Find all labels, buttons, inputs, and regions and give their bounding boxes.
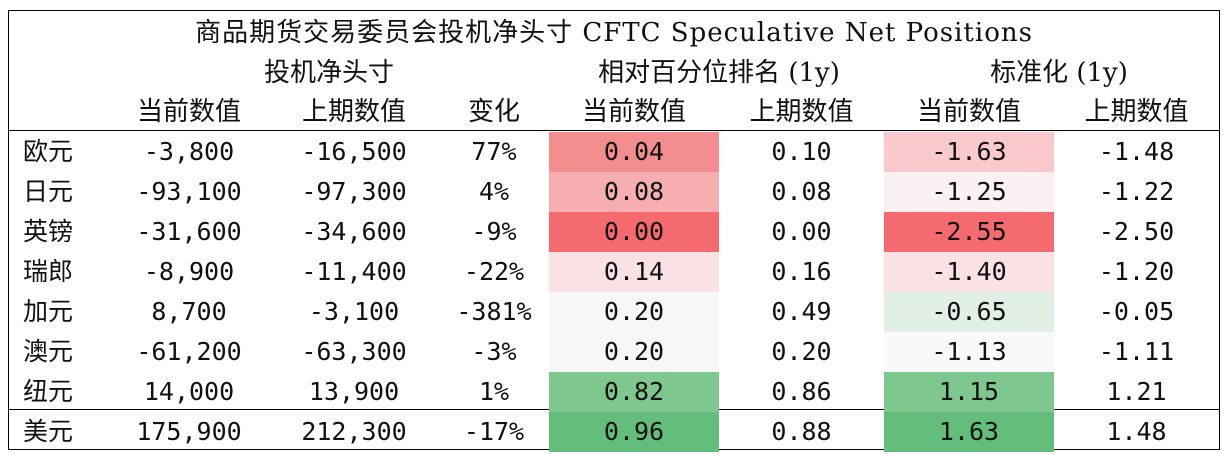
net-change-cell: -17% <box>463 417 525 446</box>
net-change-cell: 1% <box>478 377 510 406</box>
net-previous-cell: -16,500 <box>301 137 407 166</box>
row-label: 日元 <box>23 177 74 206</box>
net-previous-cell: -63,300 <box>301 337 407 366</box>
pct-current-cell: 0.14 <box>549 252 719 292</box>
row-label: 欧元 <box>23 137 74 166</box>
std-previous-cell: -1.48 <box>1098 137 1175 166</box>
table-row: 日元 -93,100 -97,300 4% 0.08 0.08 -1.25 -1.22 <box>9 172 1219 212</box>
pct-previous-cell: 0.10 <box>771 137 832 166</box>
std-previous-cell: -1.22 <box>1098 177 1175 206</box>
net-current-cell: 175,900 <box>136 417 242 446</box>
net-previous-cell: 212,300 <box>301 417 407 446</box>
pct-previous-cell: 0.88 <box>771 417 832 446</box>
std-previous-cell: 1.48 <box>1106 417 1167 446</box>
pct-current-cell: 0.82 <box>549 372 719 412</box>
std-current-cell: -1.40 <box>884 252 1054 292</box>
pct-current-cell: 0.08 <box>549 172 719 212</box>
net-previous-cell: -11,400 <box>301 257 407 286</box>
net-current-cell: -3,800 <box>143 137 235 166</box>
pct-current-cell: 0.20 <box>549 332 719 372</box>
net-current-cell: -31,600 <box>136 217 242 246</box>
header-std-previous: 上期数值 <box>1084 97 1189 127</box>
header-std-current: 当前数值 <box>916 97 1021 127</box>
table-row: 欧元 -3,800 -16,500 77% 0.04 0.10 -1.63 -1.48 <box>9 132 1219 172</box>
table-row: 加元 8,700 -3,100 -381% 0.20 0.49 -0.65 -0.05 <box>9 292 1219 332</box>
net-current-cell: -93,100 <box>136 177 242 206</box>
net-previous-cell: -3,100 <box>308 297 400 326</box>
net-change-cell: -9% <box>471 217 517 246</box>
header-rule <box>9 130 1219 131</box>
pct-previous-cell: 0.00 <box>771 217 832 246</box>
row-label: 加元 <box>23 297 74 326</box>
std-previous-cell: 1.21 <box>1106 377 1167 406</box>
std-previous-cell: -2.50 <box>1098 217 1175 246</box>
pct-current-cell: 0.04 <box>549 132 719 172</box>
net-current-cell: 14,000 <box>143 377 235 406</box>
header-net-previous: 上期数值 <box>301 97 406 127</box>
header-net-current: 当前数值 <box>136 97 241 127</box>
header-pct-current: 当前数值 <box>581 97 686 127</box>
std-current-cell: -1.63 <box>884 132 1054 172</box>
cftc-table: 商品期货交易委员会投机净头寸 CFTC Speculative Net Posi… <box>8 10 1220 452</box>
pct-current-cell: 0.00 <box>549 212 719 252</box>
table-row: 瑞郎 -8,900 -11,400 -22% 0.14 0.16 -1.40 -1.20 <box>9 252 1219 292</box>
net-current-cell: -8,900 <box>143 257 235 286</box>
row-label: 纽元 <box>23 377 74 406</box>
group-header-net-positions: 投机净头寸 <box>263 58 394 88</box>
table-row: 美元 175,900 212,300 -17% 0.96 0.88 1.63 1.48 <box>9 412 1219 452</box>
std-current-cell: 1.15 <box>884 372 1054 412</box>
row-label: 瑞郎 <box>23 257 74 286</box>
pct-previous-cell: 0.20 <box>771 337 832 366</box>
row-label: 美元 <box>23 417 74 446</box>
table-row: 澳元 -61,200 -63,300 -3% 0.20 0.20 -1.13 -1.11 <box>9 332 1219 372</box>
group-header-standardized: 标准化 (1y) <box>990 58 1128 88</box>
pct-previous-cell: 0.08 <box>771 177 832 206</box>
row-label: 澳元 <box>23 337 74 366</box>
pct-previous-cell: 0.16 <box>771 257 832 286</box>
std-current-cell: -2.55 <box>884 212 1054 252</box>
pct-previous-cell: 0.86 <box>771 377 832 406</box>
pct-current-cell: 0.20 <box>549 292 719 332</box>
net-change-cell: -381% <box>456 297 532 326</box>
std-current-cell: 1.63 <box>884 412 1054 452</box>
net-previous-cell: 13,900 <box>308 377 400 406</box>
std-previous-cell: -0.05 <box>1098 297 1175 326</box>
net-previous-cell: -97,300 <box>301 177 407 206</box>
header-net-change: 变化 <box>467 97 520 127</box>
std-previous-cell: -1.20 <box>1098 257 1175 286</box>
net-current-cell: -61,200 <box>136 337 242 366</box>
net-change-cell: -3% <box>471 337 517 366</box>
std-current-cell: -1.25 <box>884 172 1054 212</box>
net-previous-cell: -34,600 <box>301 217 407 246</box>
std-previous-cell: -1.11 <box>1098 337 1175 366</box>
row-label: 英镑 <box>23 217 74 246</box>
table-row: 纽元 14,000 13,900 1% 0.82 0.86 1.15 1.21 <box>9 372 1219 412</box>
net-change-cell: -22% <box>463 257 525 286</box>
header-pct-previous: 上期数值 <box>749 97 854 127</box>
std-current-cell: -1.13 <box>884 332 1054 372</box>
group-header-percentile: 相对百分位排名 (1y) <box>598 58 840 88</box>
std-current-cell: -0.65 <box>884 292 1054 332</box>
pct-previous-cell: 0.49 <box>771 297 832 326</box>
net-change-cell: 77% <box>471 137 517 166</box>
net-change-cell: 4% <box>478 177 510 206</box>
pct-current-cell: 0.96 <box>549 412 719 452</box>
net-current-cell: 8,700 <box>151 297 227 326</box>
table-title: 商品期货交易委员会投机净头寸 CFTC Speculative Net Posi… <box>195 18 1033 48</box>
table-row: 英镑 -31,600 -34,600 -9% 0.00 0.00 -2.55 -2.50 <box>9 212 1219 252</box>
